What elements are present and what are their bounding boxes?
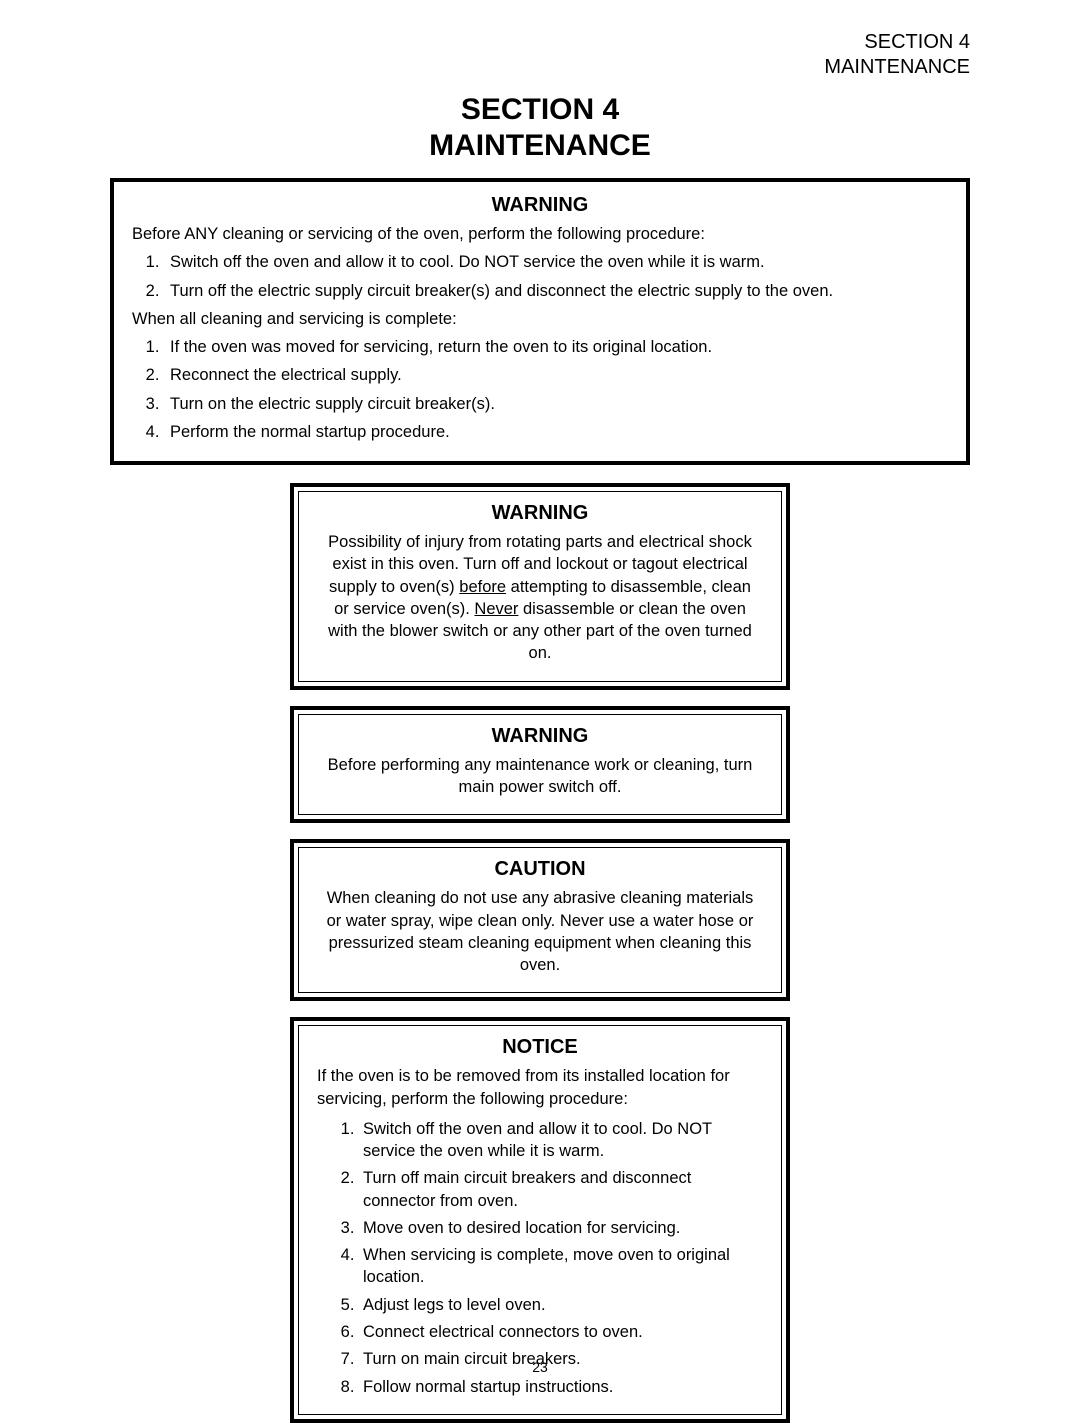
- section-title: SECTION 4 MAINTENANCE: [110, 92, 970, 164]
- list-item: Adjust legs to level oven.: [359, 1294, 763, 1316]
- list-item: Reconnect the electrical supply.: [164, 364, 948, 386]
- caution-box-cleaning: CAUTION When cleaning do not use any abr…: [290, 839, 790, 1001]
- notice-box-relocation-inner: NOTICE If the oven is to be removed from…: [298, 1025, 782, 1414]
- header-line2: MAINTENANCE: [824, 56, 970, 78]
- notice-heading: NOTICE: [317, 1036, 763, 1059]
- caution-heading: CAUTION: [321, 858, 759, 881]
- warning-box-injury-inner: WARNING Possibility of injury from rotat…: [298, 491, 782, 682]
- text-underline: before: [459, 578, 506, 596]
- text-underline: Never: [474, 600, 518, 618]
- warning-intro: Before ANY cleaning or servicing of the …: [132, 223, 948, 245]
- warning-mid: When all cleaning and servicing is compl…: [132, 308, 948, 330]
- list-item: Perform the normal startup procedure.: [164, 421, 948, 443]
- title-line1: SECTION 4: [461, 93, 619, 126]
- warning-box-power-inner: WARNING Before performing any maintenanc…: [298, 714, 782, 816]
- list-item: If the oven was moved for servicing, ret…: [164, 336, 948, 358]
- page-number: 23: [0, 1359, 1080, 1375]
- warning-heading: WARNING: [321, 502, 759, 525]
- warning-body: Before performing any maintenance work o…: [321, 754, 759, 799]
- list-item: Move oven to desired location for servic…: [359, 1217, 763, 1239]
- warning-box-injury: WARNING Possibility of injury from rotat…: [290, 483, 790, 690]
- list-item: Connect electrical connectors to oven.: [359, 1321, 763, 1343]
- notice-intro: If the oven is to be removed from its in…: [317, 1065, 763, 1110]
- running-header: SECTION 4 MAINTENANCE: [110, 30, 970, 80]
- warning-heading: WARNING: [321, 725, 759, 748]
- warning-box-power: WARNING Before performing any maintenanc…: [290, 706, 790, 824]
- list-item: Turn off the electric supply circuit bre…: [164, 280, 948, 302]
- header-line1: SECTION 4: [864, 31, 970, 53]
- list-item: Turn off main circuit breakers and disco…: [359, 1167, 763, 1212]
- title-line2: MAINTENANCE: [429, 129, 651, 162]
- warning-box-procedure: WARNING Before ANY cleaning or servicing…: [110, 178, 970, 465]
- warning-list-before: Switch off the oven and allow it to cool…: [132, 251, 948, 302]
- list-item: When servicing is complete, move oven to…: [359, 1244, 763, 1289]
- warning-body: Possibility of injury from rotating part…: [321, 531, 759, 665]
- notice-list: Switch off the oven and allow it to cool…: [317, 1118, 763, 1398]
- caution-box-cleaning-inner: CAUTION When cleaning do not use any abr…: [298, 847, 782, 993]
- warning-list-after: If the oven was moved for servicing, ret…: [132, 336, 948, 443]
- list-item: Switch off the oven and allow it to cool…: [359, 1118, 763, 1163]
- list-item: Follow normal startup instructions.: [359, 1376, 763, 1398]
- caution-body: When cleaning do not use any abrasive cl…: [321, 887, 759, 976]
- warning-heading: WARNING: [132, 194, 948, 217]
- list-item: Turn on the electric supply circuit brea…: [164, 393, 948, 415]
- list-item: Switch off the oven and allow it to cool…: [164, 251, 948, 273]
